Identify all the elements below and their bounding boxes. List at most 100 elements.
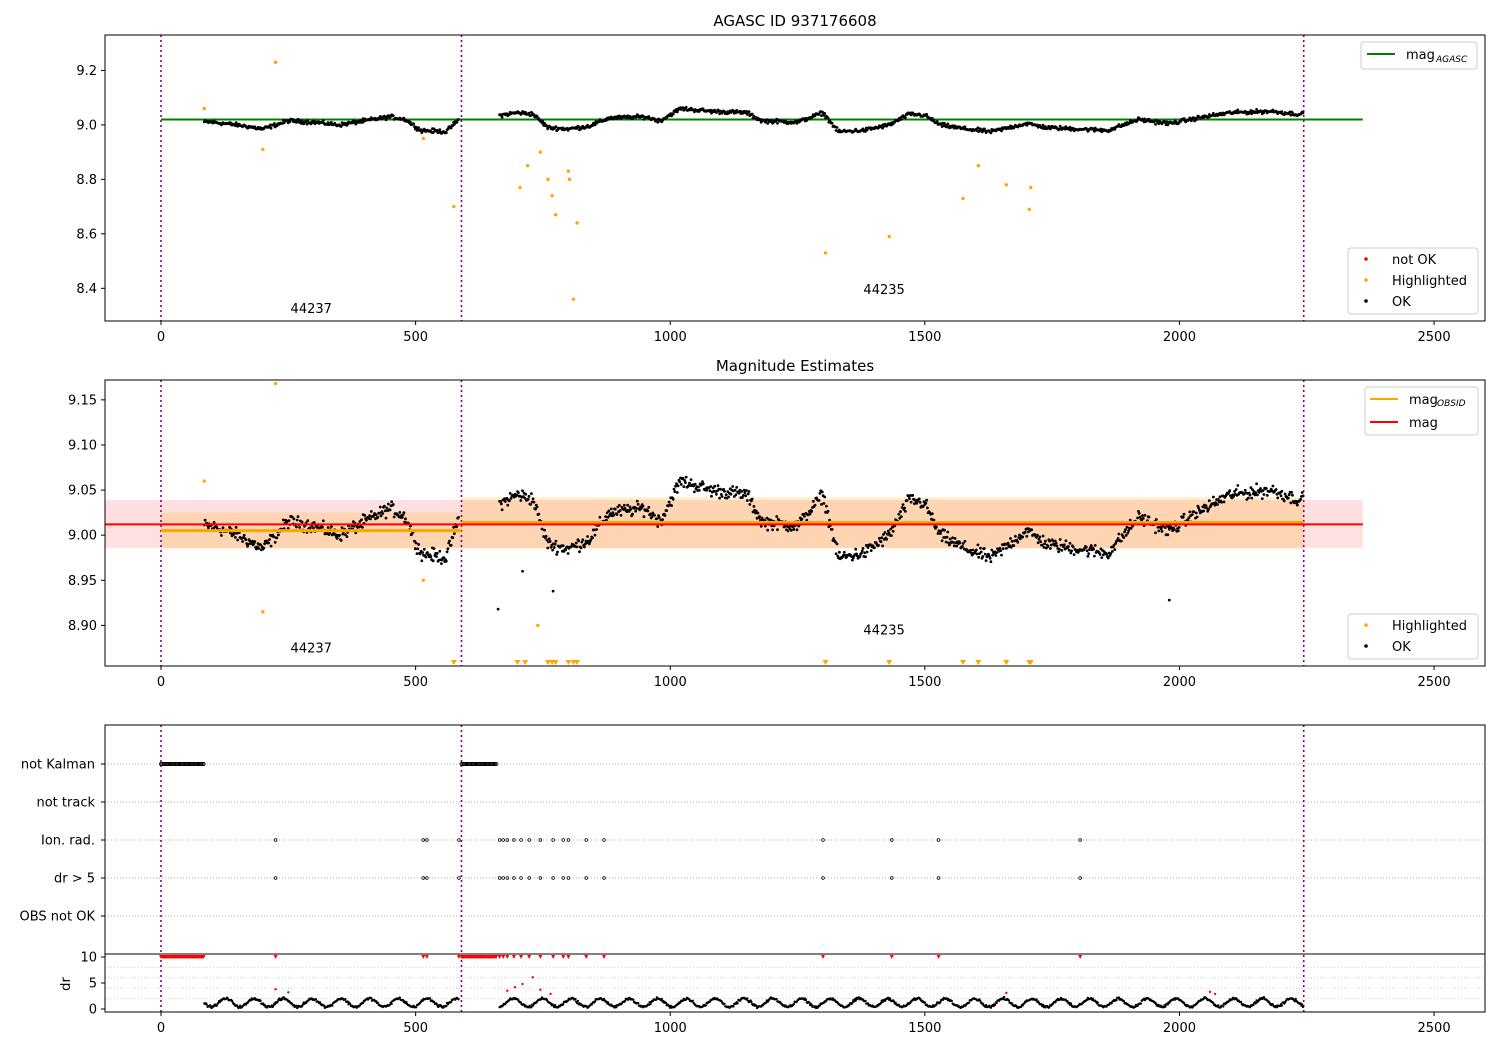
ok-point [574,541,578,545]
ok-point [693,482,697,486]
highlighted-out-of-range-marker [822,660,829,665]
ok-point [1280,110,1284,113]
ok-point [269,544,273,548]
ok-point [1085,549,1089,553]
ok-point [713,484,717,488]
ok-point [1276,496,1280,500]
highlighted-point [976,164,981,168]
highlighted-out-of-range-marker [1003,660,1010,665]
dr-red-point [539,988,542,991]
ok-point [295,121,298,124]
ok-point [1005,547,1008,550]
flag-marker [497,876,502,880]
ok-point [444,131,448,135]
ok-point [413,547,417,551]
ok-point [705,488,708,492]
ok-point [300,520,304,524]
ok-point [581,538,585,542]
dr-point [854,999,857,1002]
legend-label: OK [1392,640,1411,655]
ok-point [1086,554,1090,558]
x-tick-label: 2500 [1418,330,1451,345]
ok-point [930,512,934,516]
ok-point [1182,117,1186,120]
dr-point [1096,1001,1099,1004]
dr-clipped-marker [519,955,524,959]
ok-point [975,552,979,556]
ok-point [246,544,249,548]
ok-point [1192,116,1196,120]
ok-point [519,499,523,502]
ok-point [1110,550,1114,553]
ok-point [851,556,855,560]
dr-point [1166,1003,1170,1006]
ok-point [813,503,817,507]
dr-point [704,1004,707,1007]
ok-point [286,527,290,530]
ok-point [418,552,422,556]
ok-point [860,549,864,553]
ok-point [1040,543,1044,547]
ok-point [1234,488,1238,491]
ok-point [1280,489,1284,493]
ok-point [731,485,735,488]
ok-point [1248,493,1252,497]
highlighted-point [202,479,206,483]
ok-point [817,113,821,116]
ok-point [591,536,594,540]
ok-point [889,527,893,531]
ok-point [457,118,460,121]
x-tick-label: 1500 [908,1021,941,1036]
ok-point [763,524,767,528]
x-tick-label: 2000 [1163,675,1196,690]
ok-point [508,499,511,503]
ok-point [440,562,443,565]
flag-marker [1078,876,1082,880]
highlighted-out-of-range-marker [574,660,581,665]
ok-point [1023,530,1027,534]
ok-point [306,119,310,122]
ok-point [376,515,380,519]
ok-point [517,491,520,495]
ok-point [635,507,638,510]
ok-point [1084,545,1088,549]
ok-point [1143,513,1147,517]
ok-point [879,540,883,544]
ok-point [1157,529,1161,533]
ok-point [1126,531,1130,535]
ok-point [999,549,1003,552]
ok-point [554,539,558,543]
ok-point [1212,495,1215,499]
ok-point [532,500,536,504]
ok-point [340,526,344,529]
ok-point [379,514,383,518]
ok-point [220,534,223,537]
ok-point [607,509,611,513]
ok-point [1048,539,1051,543]
flag-marker [199,762,204,766]
ok-point [295,525,298,529]
highlighted-point [273,381,278,386]
ok-point [626,503,629,507]
ok-point [1093,544,1097,547]
ok-point [863,551,867,555]
dr-point [259,999,262,1003]
ok-point [241,540,245,543]
ok-point [1069,551,1073,555]
ok-point [1089,546,1092,549]
dr-point [1117,996,1121,999]
x-tick-label: 2500 [1418,1021,1451,1036]
dr-point [405,1001,408,1004]
legend-label: mag [1409,416,1438,431]
axes-frame [104,34,1486,322]
flag-marker [1078,838,1082,842]
ok-point [926,506,929,510]
ok-point [1301,494,1305,498]
ok-point [1255,108,1258,111]
ok-point [1279,494,1283,498]
dr-clipped-marker [501,955,506,959]
ok-point [830,121,834,125]
ok-point [255,547,258,551]
dr-clipped-marker [497,955,502,959]
dr-point [923,1001,927,1004]
